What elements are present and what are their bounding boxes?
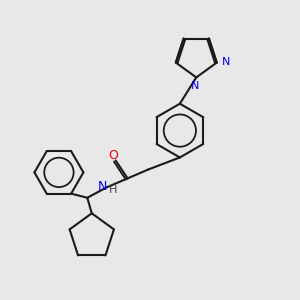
Text: N: N [190,81,199,91]
Text: H: H [109,185,117,195]
Text: N: N [98,180,107,193]
Text: N: N [222,57,230,67]
Text: O: O [109,149,118,163]
